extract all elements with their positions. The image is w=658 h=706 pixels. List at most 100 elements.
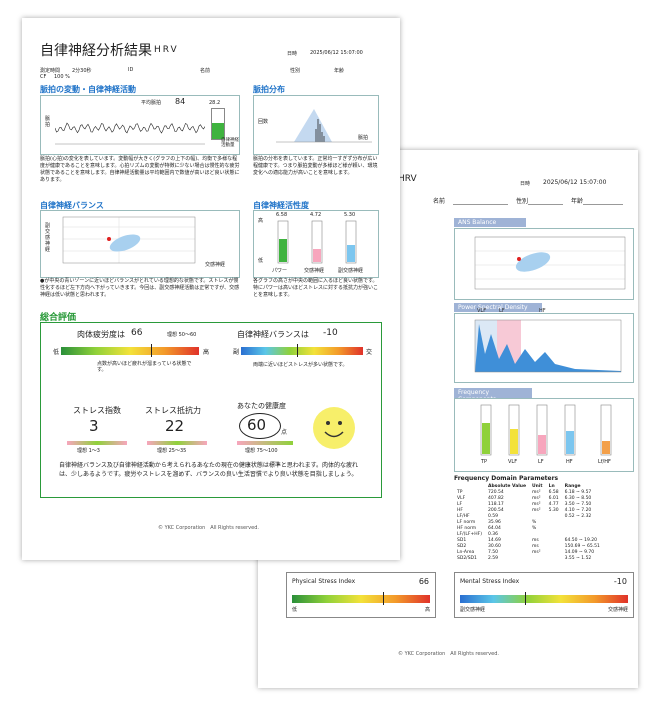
- section-header: ANS Balance: [454, 218, 526, 227]
- cell: %: [532, 526, 537, 531]
- band-label: LF: [499, 308, 505, 314]
- line: [453, 204, 508, 205]
- marker: [525, 592, 526, 605]
- act-label: 交感神経: [304, 268, 325, 274]
- health-unit: 点: [281, 429, 288, 436]
- balance-box: 副交感神経 交感神経: [40, 210, 240, 278]
- cell: ms²: [532, 502, 541, 507]
- fdp-table-wrap: Absolute Value Unit Ln Range TP 720.54 ms² 6.58…: [454, 484, 632, 562]
- cell: [546, 556, 562, 562]
- cell: ms²: [532, 496, 541, 501]
- balance-chart: [62, 216, 196, 264]
- age-label: 年齢: [334, 68, 345, 74]
- cell: SD2/SD1: [457, 556, 477, 561]
- y-label: 副交感神経: [45, 223, 51, 253]
- band-label: HF: [539, 308, 546, 314]
- s3-text: ●が中央の青いゾーンに近いほどバランスがとれている理想的な状態です。ストレスが慢…: [40, 278, 240, 298]
- health-circle: [239, 413, 281, 439]
- act-label: 副交感神経: [338, 268, 364, 274]
- ans-box: [454, 228, 634, 300]
- pulse-chart: [55, 122, 205, 145]
- stress-label: ストレス指数: [73, 406, 121, 415]
- cell: 5.30: [548, 508, 559, 513]
- table-row: SD2/SD1 2.59 3.55 ~ 1.52: [454, 556, 603, 562]
- health-ideal: 理想 75〜100: [245, 448, 278, 454]
- table-row: Ln-Area 7.50 ms² 14.09 ~ 9.70: [454, 550, 603, 556]
- fatigue: 66: [131, 328, 143, 338]
- low: 低: [258, 258, 264, 264]
- resist-gauge: [147, 441, 207, 445]
- dist-chart: [276, 109, 372, 143]
- act-value: 6.58: [276, 212, 288, 218]
- section-header: Power Spectral Density: [454, 303, 542, 312]
- stress-gauge: [67, 441, 127, 445]
- cell: 407.82: [487, 496, 504, 501]
- sex-label: 性別: [290, 68, 301, 74]
- time-label: 測定時間: [40, 68, 61, 74]
- balance-note: 両端に近いほどストレスが多い状態です。: [253, 362, 348, 368]
- fc-label: TP: [481, 459, 488, 465]
- balance-label: 自律神経バランスは: [237, 330, 309, 339]
- pulse-axis: 脈拍: [45, 116, 51, 128]
- act-label: パワー: [272, 268, 288, 274]
- health-label: あなたの健康度: [237, 402, 286, 410]
- low: 低: [53, 349, 60, 356]
- low: 低: [292, 607, 298, 613]
- date: 2025/06/12 15:07:00: [310, 50, 363, 56]
- fatigue-gauge: [61, 347, 199, 355]
- cell: 7.50: [487, 550, 498, 555]
- cell: 200.54: [487, 508, 504, 513]
- cell: HF norm: [457, 526, 477, 531]
- table-row: VLF 407.82 ms² 6.01 6.30 ~ 8.50: [454, 496, 603, 502]
- cell: TP: [457, 490, 463, 495]
- cell: 720.54: [487, 490, 504, 495]
- cell: VLF: [457, 496, 466, 501]
- table-row: SD1 14.69 ms 64.50 ~ 19.20: [454, 538, 603, 544]
- table-row: LF 118.17 ms² 4.77 3.50 ~ 7.50: [454, 502, 603, 508]
- s4-text: 各グラフの高さが中央の範囲に入るほど良い状態です。特にパワーは高いほどストレスに…: [253, 278, 379, 298]
- symp-label: 交感神経: [607, 607, 628, 613]
- s1-text: 脈拍(心拍)の変化を表しています。変動幅が大きく(グラフの上下の幅)、均衡で多様…: [40, 156, 240, 183]
- fc-label: LF: [538, 459, 544, 465]
- table-row: TP 720.54 ms² 6.58 6.18 ~ 9.57: [454, 490, 603, 496]
- s2-text: 脈拍の分布を表しています。正常均一すぎず分布が広い程健康です。つまり脈拍変動が多…: [253, 156, 378, 176]
- cell: 0.52 ~ 2.32: [564, 514, 592, 519]
- stress-ideal: 理想 1〜3: [77, 448, 100, 454]
- table-row: LF/HF 0.59 0.52 ~ 2.32: [454, 514, 603, 520]
- act-value: 4.72: [310, 212, 322, 218]
- cell: ms: [532, 544, 539, 549]
- fc-label: Lf/HF: [598, 459, 611, 465]
- cell: 118.17: [487, 502, 504, 507]
- psi-box: Physical Stress Index 66 低 高: [286, 572, 436, 618]
- header-cell: Ln: [548, 484, 555, 489]
- x-label: 脈拍: [358, 135, 369, 141]
- section-header: Frequency Domain Parameters: [454, 475, 559, 482]
- header-cell: Absolute Value: [487, 484, 527, 489]
- activity-bar: [211, 108, 225, 140]
- cell: SD2: [457, 544, 467, 549]
- cell: 150.69 ~ 65.51: [564, 544, 600, 549]
- title: HRV: [398, 174, 417, 184]
- activity-box: 高 低 6.58 4.72 5.30 パワー 交感神経 副交感神経: [253, 210, 379, 278]
- name-label: 名前: [433, 198, 446, 205]
- balance-gauge: [241, 347, 363, 355]
- ans-chart: [474, 236, 626, 290]
- footer: © YKC Corporation All Rights reserved.: [398, 651, 499, 657]
- cell: Ln-Area: [457, 550, 475, 555]
- msi-label: Mental Stress Index: [460, 578, 520, 585]
- cell: 14.09 ~ 9.70: [564, 550, 595, 555]
- cell: 14.69: [487, 538, 501, 543]
- cell: 0.36: [487, 532, 498, 537]
- msi-value: -10: [613, 577, 627, 586]
- cell: 2.59: [487, 556, 498, 561]
- line: [583, 204, 623, 205]
- cell: HF: [457, 508, 463, 513]
- cell: ms²: [532, 550, 541, 555]
- health-gauge: [237, 441, 293, 445]
- cell: 64.50 ~ 19.20: [564, 538, 598, 543]
- marker: [151, 344, 152, 357]
- fc-box: TP VLF LF HF Lf/HF: [454, 398, 634, 472]
- header-cell: Unit: [532, 484, 543, 489]
- cell: 35.96: [487, 520, 501, 525]
